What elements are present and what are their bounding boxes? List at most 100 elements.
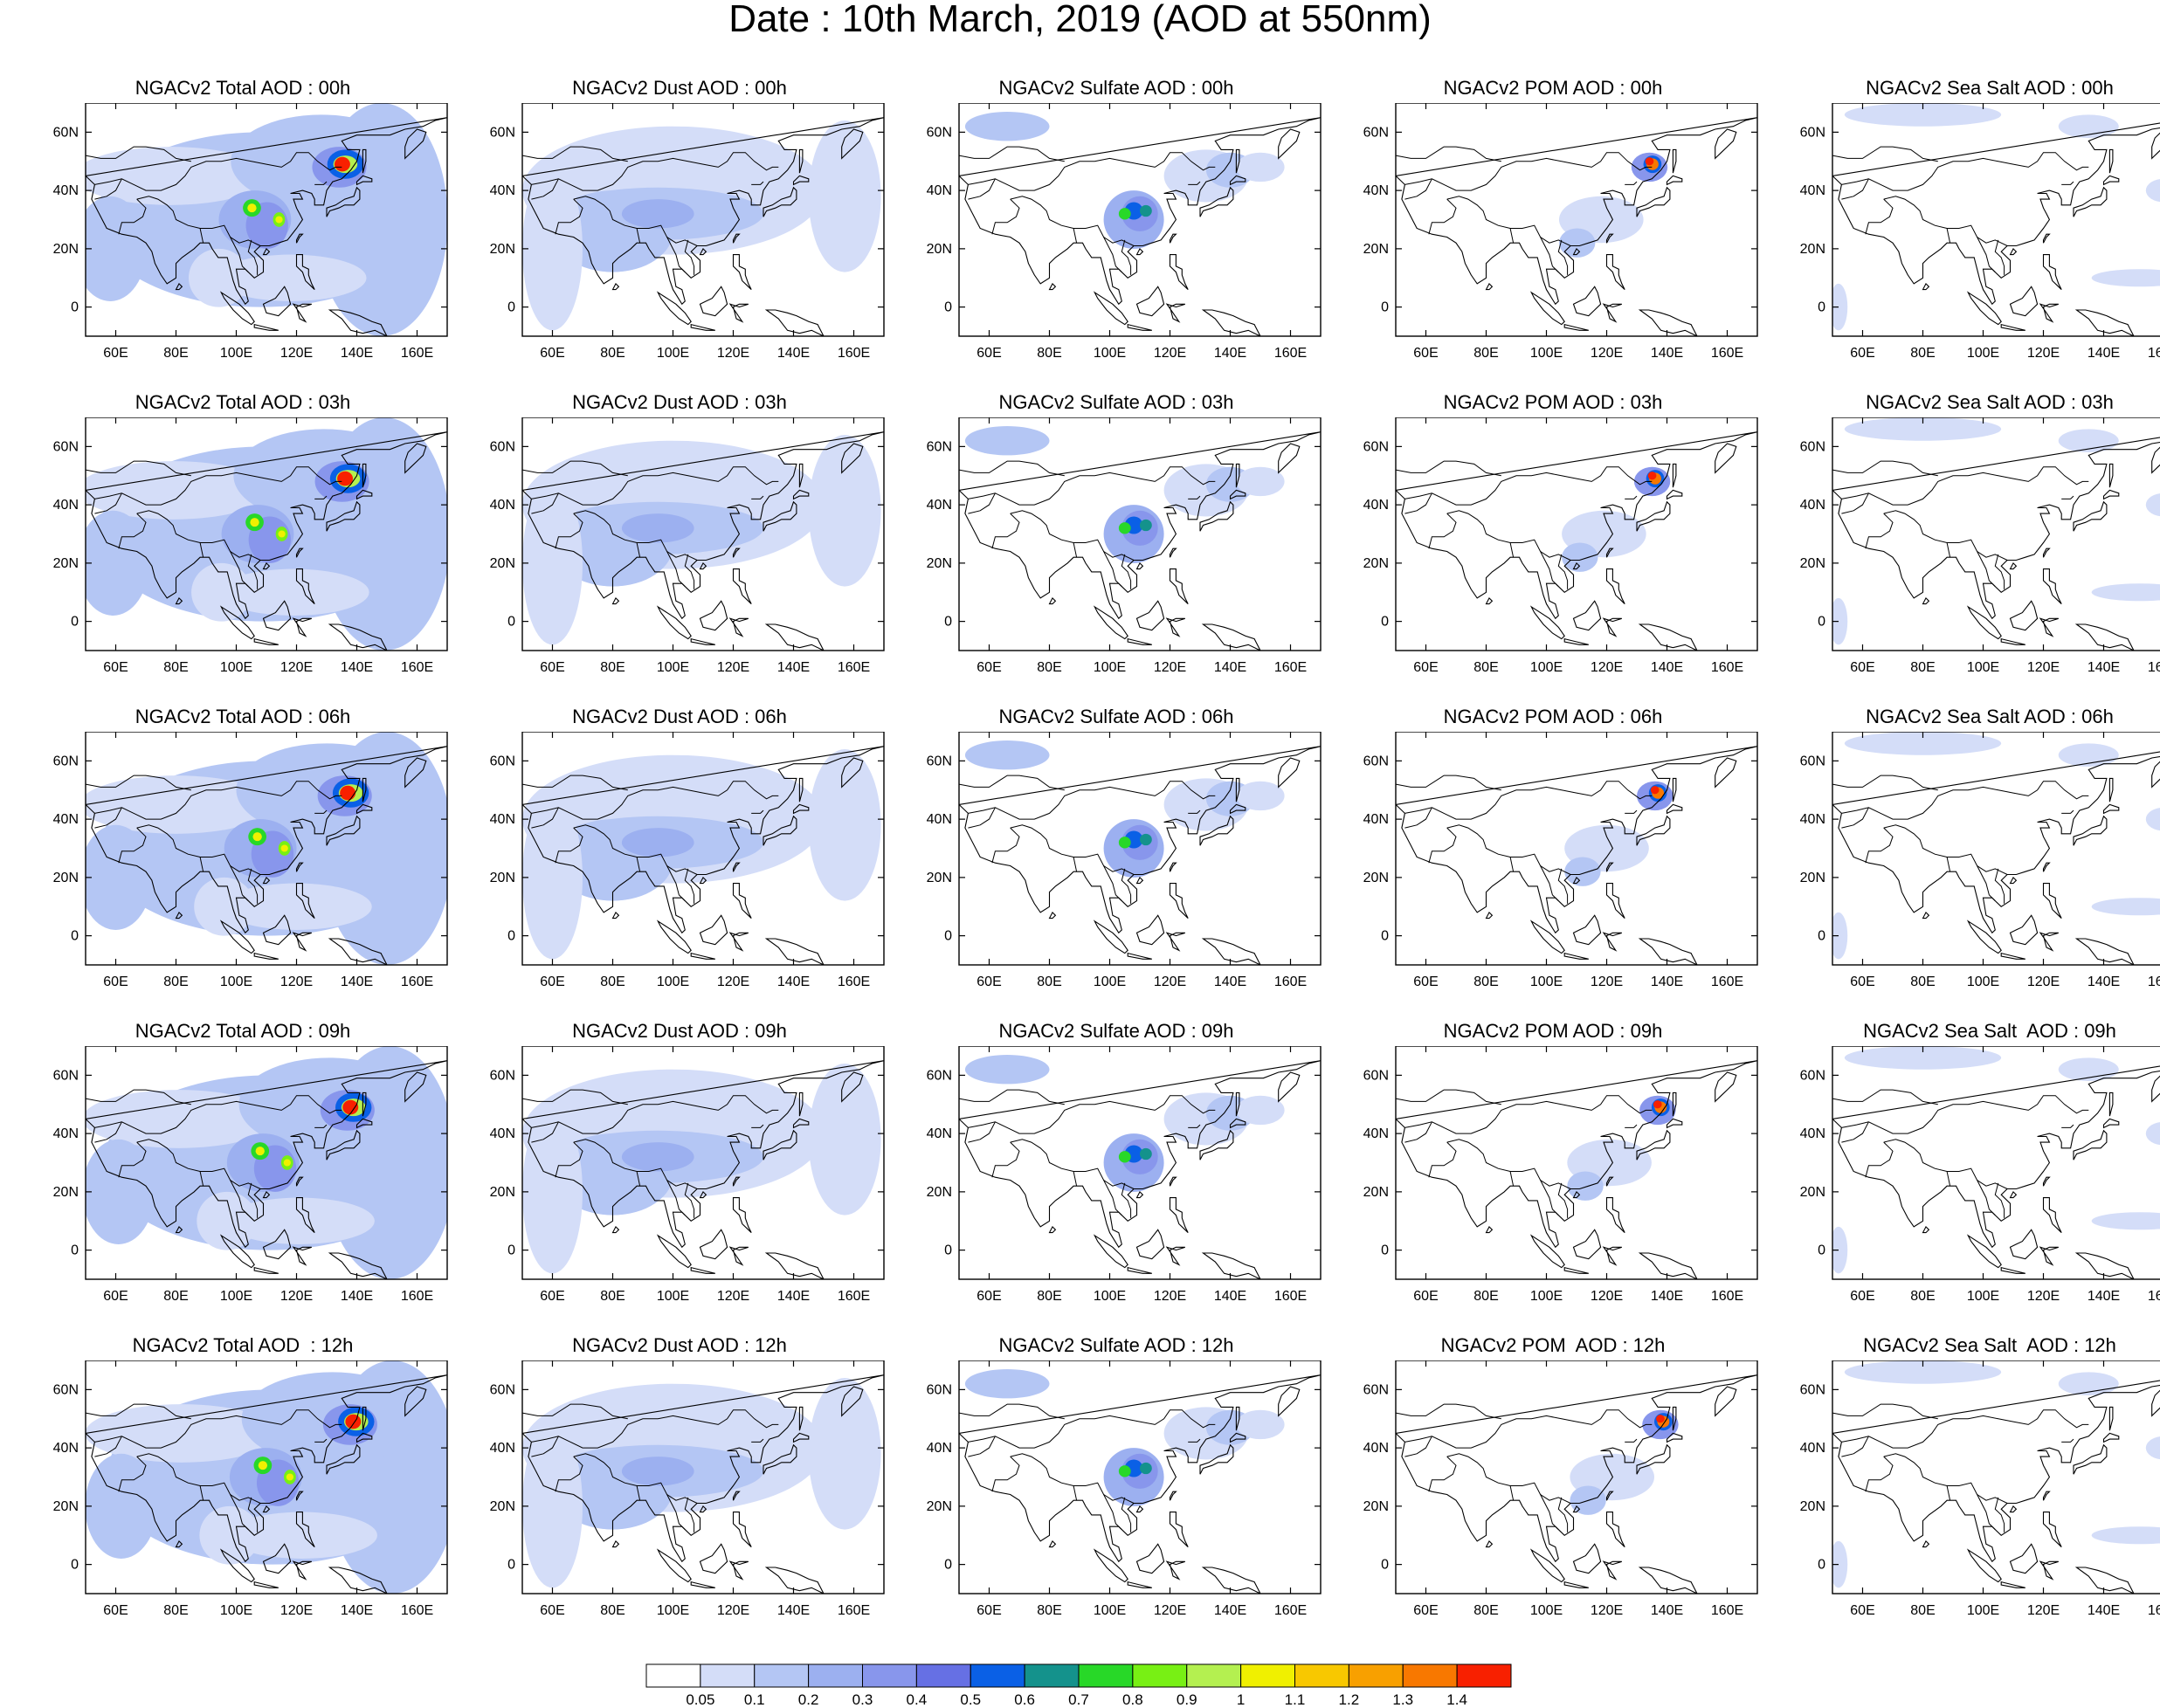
aod-contour — [86, 1404, 279, 1463]
lon-tick-label: 160E — [2148, 346, 2160, 361]
aod-map: 60E 80E 100E 120E 140E 160E 60N 40N 20N 0 — [1800, 103, 2160, 361]
lon-tick-label: 60E — [540, 975, 564, 989]
aod-contour — [283, 1159, 291, 1167]
panel-title: NGACv2 Dust AOD : 12h — [572, 1334, 787, 1356]
panel-title: NGACv2 Sea Salt AOD : 12h — [1863, 1334, 2116, 1356]
aod-map: 60E 80E 100E 120E 140E 160E 60N 40N 20N 0 — [1800, 732, 2160, 989]
aod-contour — [964, 1369, 1050, 1399]
lon-tick-label: 160E — [401, 975, 433, 989]
lat-tick-label: 0 — [1818, 1558, 1825, 1573]
panel-title: NGACv2 Sea Salt AOD : 03h — [1866, 391, 2114, 413]
lon-tick-label: 140E — [2088, 1289, 2120, 1304]
aod-contour — [808, 1064, 881, 1216]
legend-swatch — [1456, 1663, 1512, 1688]
aod-contour — [1236, 781, 1285, 811]
lon-tick-label: 80E — [1473, 975, 1498, 989]
lat-tick-label: 0 — [507, 300, 515, 315]
lon-tick-label: 80E — [163, 1289, 188, 1304]
lon-tick-label: 100E — [1094, 1603, 1126, 1618]
lon-tick-label: 60E — [1413, 1603, 1438, 1618]
aod-map: 60E 80E 100E 120E 140E 160E 60N 40N 20N 0 — [927, 732, 1322, 989]
lon-tick-label: 80E — [1037, 346, 1061, 361]
legend-swatch — [1024, 1663, 1080, 1688]
lat-tick-label: 40N — [490, 1126, 515, 1141]
legend-label: 0.7 — [1068, 1691, 1089, 1708]
lon-tick-label: 140E — [1651, 1603, 1683, 1618]
panel-title: NGACv2 Total AOD : 00h — [135, 77, 351, 99]
lon-tick-label: 120E — [1154, 975, 1186, 989]
aod-contour — [250, 518, 259, 527]
lat-tick-label: 40N — [1800, 1126, 1825, 1141]
lon-tick-label: 60E — [1413, 975, 1438, 989]
aod-contour — [964, 740, 1050, 770]
lat-tick-label: 40N — [490, 183, 515, 198]
lat-tick-label: 60N — [927, 754, 952, 768]
lon-tick-label: 80E — [1473, 1289, 1498, 1304]
lat-tick-label: 40N — [53, 1126, 79, 1141]
aod-contour — [522, 1424, 583, 1588]
aod-contour — [1140, 833, 1152, 846]
panel-title: NGACv2 Sea Salt AOD : 06h — [1866, 706, 2114, 727]
aod-contour — [808, 749, 881, 901]
aod-contour — [570, 1168, 655, 1216]
lon-tick-label: 140E — [1214, 346, 1246, 361]
lon-tick-label: 80E — [1473, 346, 1498, 361]
lon-tick-label: 80E — [1473, 1603, 1498, 1618]
lon-tick-label: 120E — [1591, 1289, 1623, 1304]
lon-tick-label: 120E — [717, 1289, 749, 1304]
lat-tick-label: 20N — [1363, 1185, 1389, 1200]
aod-contour — [1118, 1151, 1131, 1163]
lon-tick-label: 80E — [163, 346, 188, 361]
panel-title: NGACv2 POM AOD : 09h — [1443, 1020, 1663, 1042]
legend-label: 0.1 — [744, 1691, 765, 1708]
aod-map: 60E 80E 100E 120E 140E 160E 60N 40N 20N 0 — [53, 1360, 448, 1618]
lon-tick-label: 60E — [976, 660, 1001, 675]
lon-tick-label: 160E — [838, 1289, 870, 1304]
aod-contour — [570, 1483, 655, 1530]
aod-contour — [1647, 472, 1657, 480]
lat-tick-label: 60N — [53, 754, 79, 768]
lon-tick-label: 160E — [401, 1289, 433, 1304]
lon-tick-label: 80E — [163, 975, 188, 989]
aod-contour — [1567, 1171, 1604, 1201]
lon-tick-label: 100E — [220, 660, 252, 675]
aod-contour — [278, 530, 286, 538]
aod-contour — [570, 540, 655, 587]
lon-tick-label: 80E — [1910, 1603, 1935, 1618]
lon-tick-label: 100E — [220, 346, 252, 361]
map-panel: NGACv2 POM AOD : 06h 60E 80E 100E 120E 140E 16… — [1352, 706, 1758, 1002]
lat-tick-label: 0 — [1381, 1243, 1389, 1258]
lon-tick-label: 140E — [341, 1603, 373, 1618]
aod-contour — [1140, 204, 1152, 217]
lon-tick-label: 60E — [1850, 975, 1874, 989]
lon-tick-label: 160E — [2148, 660, 2160, 675]
lon-tick-label: 120E — [1591, 346, 1623, 361]
lat-tick-label: 60N — [1363, 1382, 1389, 1397]
aod-contour — [86, 775, 273, 834]
lon-tick-label: 160E — [2148, 1603, 2160, 1618]
aod-contour — [1844, 1046, 2002, 1070]
lon-tick-label: 60E — [540, 1289, 564, 1304]
lon-tick-label: 160E — [1274, 975, 1307, 989]
aod-contour — [1832, 912, 1848, 960]
lon-tick-label: 160E — [838, 346, 870, 361]
map-panel: NGACv2 Dust AOD : 06h 60E 80E 100E 120E 140E 1… — [479, 706, 885, 1002]
lon-tick-label: 120E — [2027, 660, 2060, 675]
lon-tick-label: 160E — [1274, 660, 1307, 675]
legend-swatch — [1186, 1663, 1242, 1688]
lon-tick-label: 160E — [2148, 1289, 2160, 1304]
lat-tick-label: 60N — [490, 754, 515, 768]
lon-tick-label: 140E — [1214, 1603, 1246, 1618]
lat-tick-label: 20N — [927, 242, 952, 257]
lat-tick-label: 0 — [944, 615, 952, 630]
lat-tick-label: 40N — [490, 1441, 515, 1456]
lon-tick-label: 140E — [2088, 975, 2120, 989]
aod-contour — [1844, 417, 2002, 441]
aod-contour — [337, 471, 354, 486]
lon-tick-label: 140E — [1651, 660, 1683, 675]
lon-tick-label: 100E — [220, 1289, 252, 1304]
aod-contour — [1562, 542, 1598, 572]
lon-tick-label: 100E — [220, 975, 252, 989]
lon-tick-label: 160E — [1711, 346, 1743, 361]
lon-tick-label: 80E — [1910, 975, 1935, 989]
